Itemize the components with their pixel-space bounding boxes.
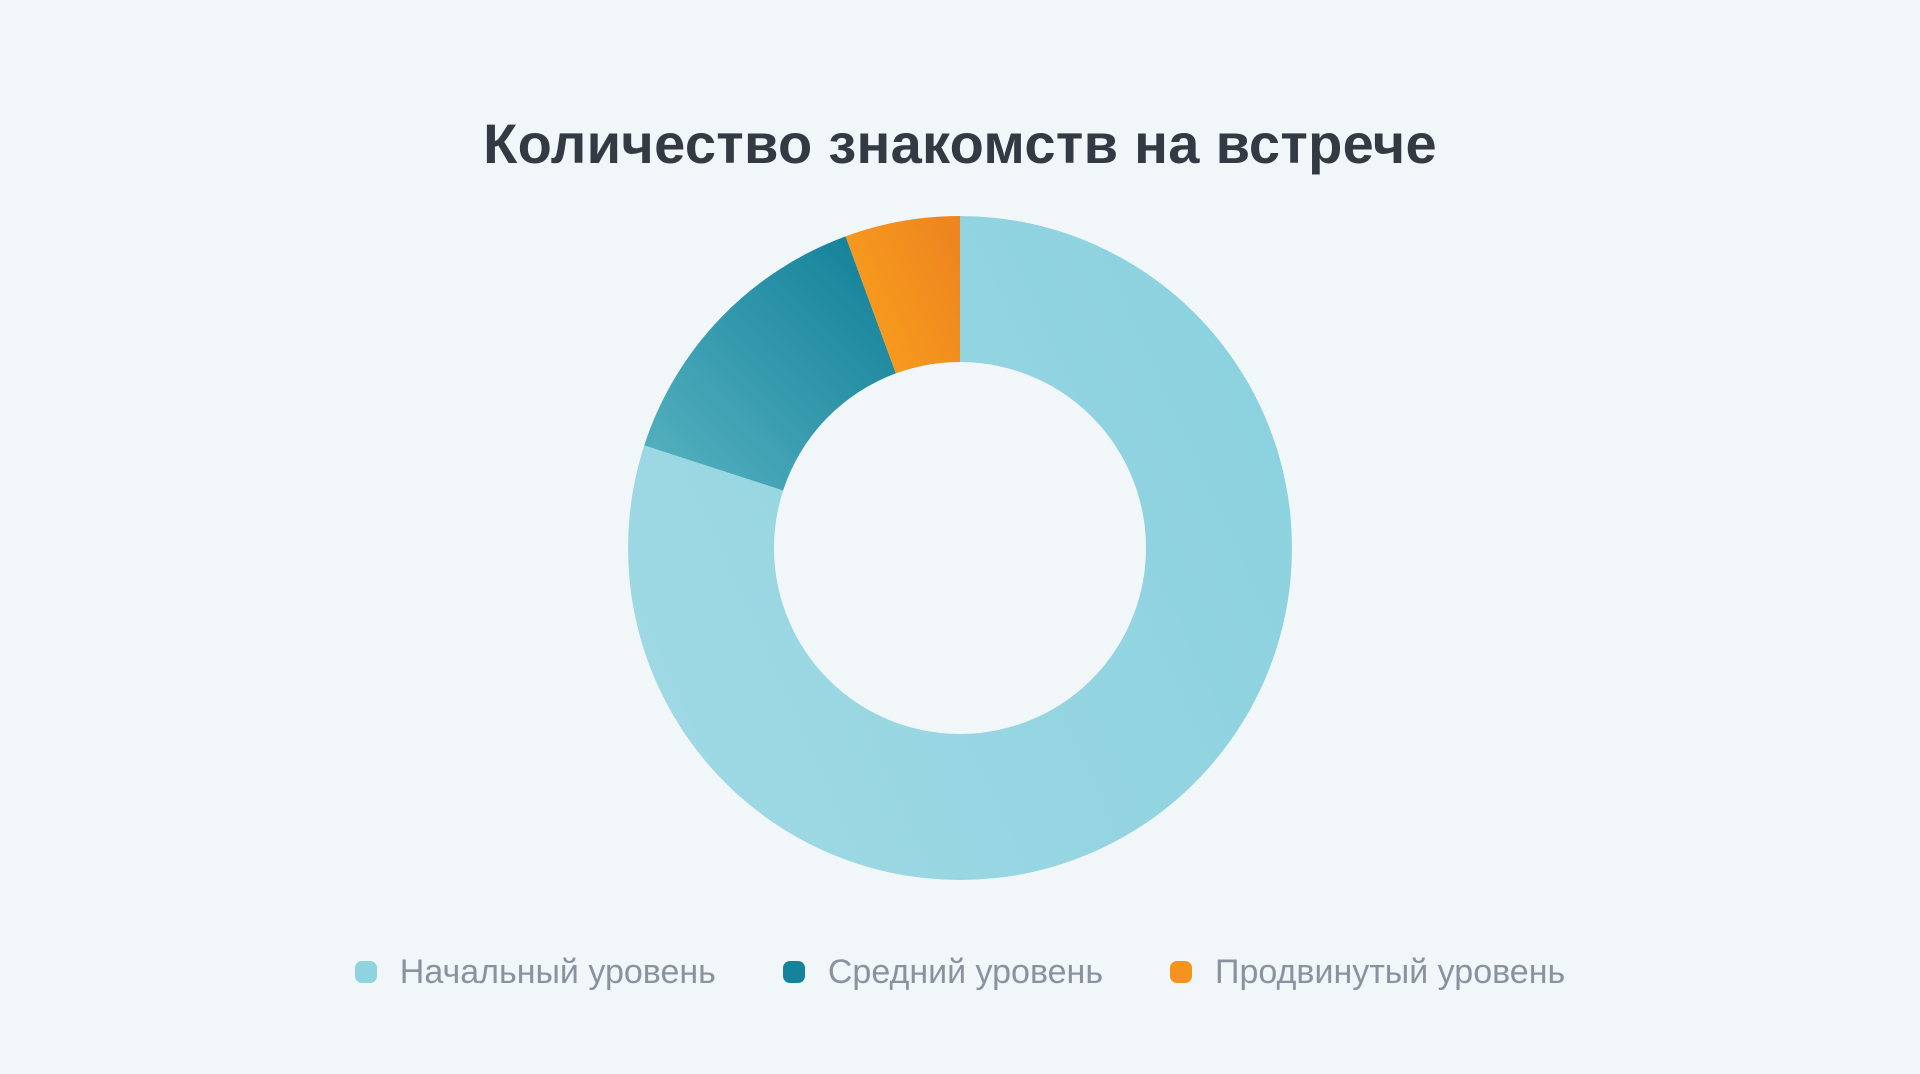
legend-marker-beginner-icon	[354, 960, 377, 983]
donut-chart-svg	[628, 216, 1293, 881]
legend-item-beginner[interactable]: Начальный уровень	[354, 952, 716, 993]
legend-label-beginner: Начальный уровень	[399, 952, 716, 991]
legend-marker-intermediate-icon	[782, 960, 805, 983]
donut-slice-0[interactable]	[628, 216, 1293, 881]
page-title: Количество знакомств на встрече	[483, 111, 1437, 175]
legend-marker-advanced-icon	[1170, 960, 1193, 983]
donut-slice-1[interactable]	[644, 236, 896, 491]
donut-slice-2[interactable]	[845, 216, 960, 374]
legend-item-advanced[interactable]: Продвинутый уровень	[1170, 952, 1565, 993]
legend-label-intermediate: Средний уровень	[827, 952, 1104, 991]
legend-item-intermediate[interactable]: Средний уровень	[782, 952, 1104, 993]
chart-legend: Начальный уровень Средний уровень Продви…	[0, 942, 1920, 1002]
donut-chart	[620, 208, 1300, 888]
legend-label-advanced: Продвинутый уровень	[1215, 952, 1566, 991]
